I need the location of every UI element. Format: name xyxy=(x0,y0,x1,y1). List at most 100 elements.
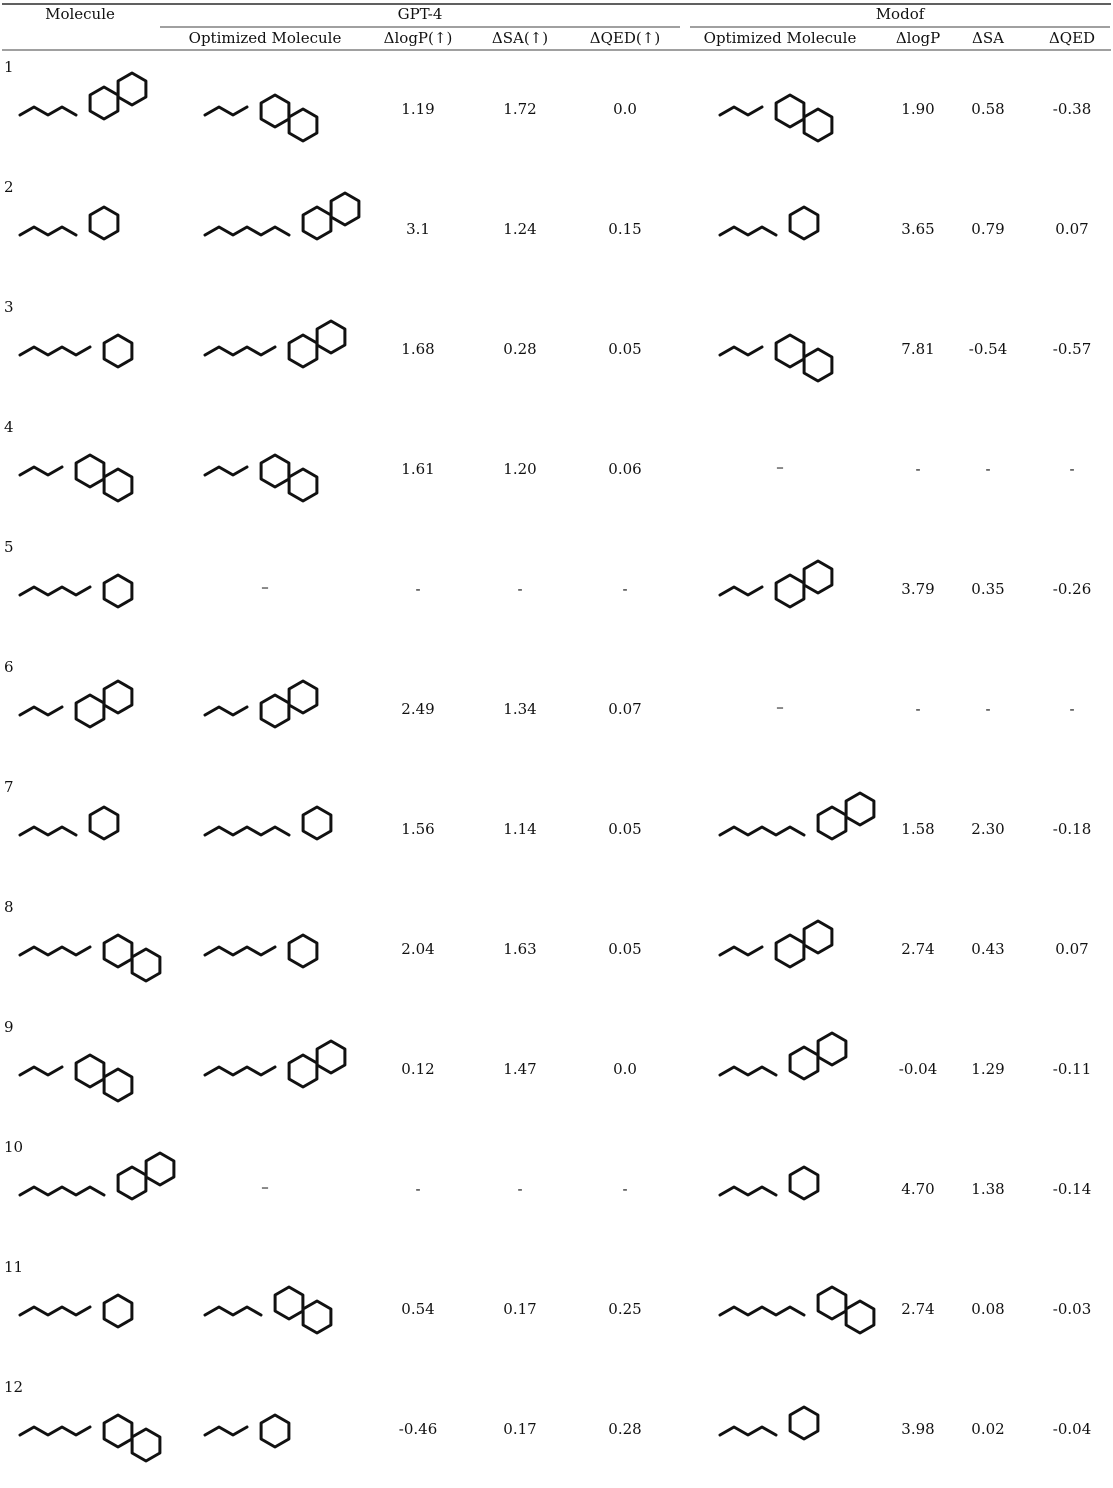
value-cell: -0.57 xyxy=(1053,340,1091,358)
molecule-drawing xyxy=(203,933,319,969)
ring xyxy=(74,453,106,489)
chain xyxy=(18,585,92,597)
ring xyxy=(88,805,120,841)
chain xyxy=(18,345,92,357)
column-header: ΔQED xyxy=(1049,29,1095,47)
group-header: GPT-4 xyxy=(398,5,443,23)
chain xyxy=(18,105,78,117)
value-cell: - xyxy=(985,460,990,478)
row-number: 2 xyxy=(4,178,14,196)
value-cell: - xyxy=(1069,700,1074,718)
molecule-drawing xyxy=(18,1151,176,1201)
chain xyxy=(18,465,64,477)
value-cell: 1.58 xyxy=(901,820,934,838)
ring xyxy=(844,791,876,827)
row-number: 12 xyxy=(4,1378,23,1396)
chain xyxy=(203,825,291,837)
row-number: 9 xyxy=(4,1018,14,1036)
molecule-drawing xyxy=(18,1293,134,1329)
value-cell: 1.47 xyxy=(503,1060,536,1078)
value-cell: 1.19 xyxy=(401,100,434,118)
value-cell: 7.81 xyxy=(901,340,934,358)
column-header: ΔQED(↑) xyxy=(590,29,660,47)
chain xyxy=(718,1065,778,1077)
ring xyxy=(287,467,319,503)
ring xyxy=(88,205,120,241)
value-cell: 0.58 xyxy=(971,100,1004,118)
row-number: 6 xyxy=(4,658,14,676)
value-cell: 3.98 xyxy=(901,1420,934,1438)
molecule-drawing xyxy=(18,453,134,503)
value-cell: - xyxy=(517,1180,522,1198)
value-cell: 1.14 xyxy=(503,820,536,838)
molecule-drawing xyxy=(18,333,134,369)
chain xyxy=(203,225,291,237)
value-cell: 0.07 xyxy=(608,700,641,718)
chain xyxy=(18,1065,64,1077)
chain xyxy=(18,225,78,237)
value-cell: 2.74 xyxy=(901,1300,934,1318)
chain xyxy=(18,1185,106,1197)
value-cell: - xyxy=(622,580,627,598)
ring xyxy=(788,1165,820,1201)
value-cell: 3.79 xyxy=(901,580,934,598)
ring xyxy=(102,1293,134,1329)
value-cell: - xyxy=(985,700,990,718)
value-cell: 0.28 xyxy=(608,1420,641,1438)
value-cell: 0.0 xyxy=(613,100,637,118)
missing-molecule: – xyxy=(261,1178,269,1196)
chain xyxy=(203,1065,277,1077)
molecule-drawing xyxy=(18,71,148,121)
chain xyxy=(18,1425,92,1437)
value-cell: - xyxy=(915,700,920,718)
molecule-drawing xyxy=(718,1405,820,1441)
value-cell: 3.1 xyxy=(406,220,430,238)
ring xyxy=(144,1151,176,1187)
column-header: ΔSA xyxy=(972,29,1004,47)
value-cell: -0.54 xyxy=(969,340,1007,358)
row-number: 4 xyxy=(4,418,14,436)
value-cell: 2.04 xyxy=(401,940,434,958)
molecule-drawing xyxy=(203,93,319,143)
ring xyxy=(301,205,333,241)
molecule-drawing xyxy=(203,1285,333,1335)
molecule-drawing xyxy=(718,333,834,383)
ring xyxy=(315,1039,347,1075)
chain xyxy=(203,345,277,357)
molecule-drawing xyxy=(203,1039,347,1089)
molecule-drawing xyxy=(18,679,134,729)
row-number: 1 xyxy=(4,58,14,76)
ring xyxy=(774,333,806,369)
column-header: Optimized Molecule xyxy=(704,29,857,47)
group-header: Modof xyxy=(876,5,926,23)
ring xyxy=(130,947,162,983)
molecule-drawing xyxy=(18,933,162,983)
value-cell: -0.03 xyxy=(1053,1300,1091,1318)
value-cell: 1.61 xyxy=(401,460,434,478)
value-cell: 1.20 xyxy=(503,460,536,478)
value-cell: 4.70 xyxy=(901,1180,934,1198)
ring xyxy=(102,1067,134,1103)
molecule-drawing xyxy=(718,205,820,241)
ring xyxy=(788,1405,820,1441)
ring xyxy=(259,93,291,129)
chain xyxy=(718,945,764,957)
value-cell: 1.24 xyxy=(503,220,536,238)
chain xyxy=(203,465,249,477)
ring xyxy=(102,679,134,715)
molecule-drawing xyxy=(718,1165,820,1201)
value-cell: 1.34 xyxy=(503,700,536,718)
value-cell: 0.25 xyxy=(608,1300,641,1318)
ring xyxy=(816,805,848,841)
ring xyxy=(74,693,106,729)
molecule-drawing xyxy=(203,453,319,503)
ring xyxy=(102,467,134,503)
molecule-drawing xyxy=(718,1031,848,1081)
value-cell: 0.43 xyxy=(971,940,1004,958)
ring xyxy=(802,107,834,143)
chain xyxy=(18,1305,92,1317)
ring xyxy=(816,1031,848,1067)
value-cell: 2.30 xyxy=(971,820,1004,838)
molecule-drawing xyxy=(718,791,876,841)
